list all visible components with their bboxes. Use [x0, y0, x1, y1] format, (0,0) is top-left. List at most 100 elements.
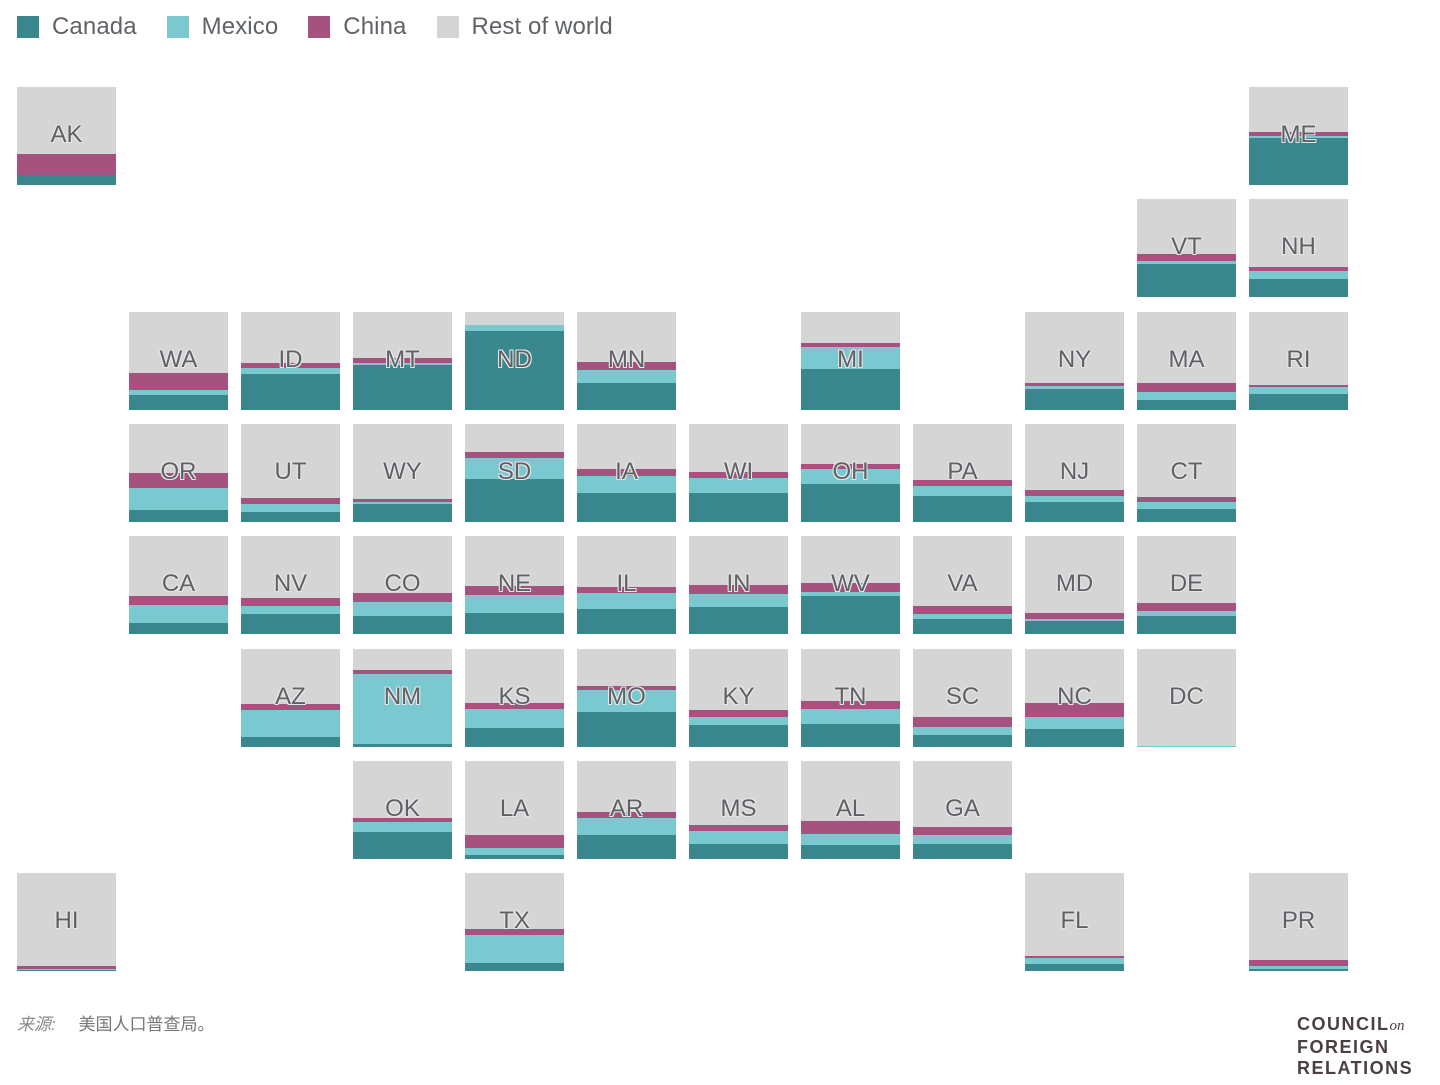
segment-canada [801, 368, 900, 410]
state-tile-fl: FL [1025, 873, 1124, 971]
segment-mexico [353, 674, 452, 745]
state-tile-nm: NM [353, 649, 452, 747]
state-tile-oh: OH [801, 424, 900, 522]
state-label: ID [278, 346, 303, 373]
segment-mexico [1137, 260, 1236, 264]
segment-china [689, 709, 788, 717]
segment-china [465, 928, 564, 935]
legend-label-mexico: Mexico [201, 13, 279, 40]
state-tile-il: IL [577, 536, 676, 634]
segment-mexico [353, 502, 452, 505]
logo-word-on: on [1389, 1018, 1405, 1034]
state-label: AR [609, 795, 644, 822]
segment-canada [689, 606, 788, 634]
legend-swatch-mexico [166, 16, 189, 38]
segment-china [689, 585, 788, 594]
logo-word-council: COUNCIL [1297, 1014, 1390, 1034]
segment-china [801, 820, 900, 834]
state-tile-nc: NC [1025, 649, 1124, 747]
segment-canada [241, 737, 340, 747]
state-label: FL [1060, 907, 1089, 934]
segment-mexico [241, 605, 340, 615]
segment-mexico [801, 347, 900, 369]
segment-canada [353, 744, 452, 747]
segment-china [1137, 253, 1236, 261]
state-label: DC [1169, 683, 1204, 710]
state-label: VT [1171, 233, 1202, 260]
state-tile-wv: WV [801, 536, 900, 634]
segment-canada [1137, 263, 1236, 297]
state-label: NV [273, 570, 308, 597]
segment-china [465, 452, 564, 459]
segment-mexico [577, 690, 676, 712]
segment-canada [353, 831, 452, 859]
segment-mexico [241, 709, 340, 738]
state-tile-mi: MI [801, 312, 900, 410]
segment-mexico [577, 475, 676, 493]
state-tile-nv: NV [241, 536, 340, 634]
cfr-logo: COUNCILon FOREIGN RELATIONS [1297, 1014, 1413, 1079]
segment-canada [17, 970, 116, 971]
segment-canada [913, 735, 1012, 747]
segment-canada [577, 492, 676, 522]
state-label: NH [1281, 233, 1316, 260]
segment-canada [689, 844, 788, 859]
state-label: NJ [1059, 458, 1090, 485]
segment-china [129, 595, 228, 605]
segment-china [913, 479, 1012, 486]
state-label: WI [723, 458, 754, 485]
state-tile-ct: CT [1137, 424, 1236, 522]
segment-mexico [689, 830, 788, 845]
segment-canada [577, 834, 676, 859]
segment-canada [801, 724, 900, 747]
segment-canada [1249, 969, 1348, 971]
segment-china [353, 358, 452, 363]
segment-china [1025, 613, 1124, 620]
segment-canada [465, 613, 564, 634]
source-text: 美国人口普查局。 [78, 1015, 215, 1034]
state-label: SC [945, 683, 980, 710]
state-label: VA [947, 570, 978, 597]
segment-china [241, 703, 340, 710]
state-tile-id: ID [241, 312, 340, 410]
state-label: OK [385, 795, 420, 822]
segment-china [353, 817, 452, 822]
segment-mexico [801, 833, 900, 846]
segment-china [689, 824, 788, 831]
state-tile-in: IN [689, 536, 788, 634]
state-label: AZ [275, 683, 306, 710]
legend-swatch-rest-of-world [436, 16, 459, 38]
state-label: MD [1055, 570, 1094, 597]
segment-canada [241, 614, 340, 634]
logo-line-2: FOREIGN [1297, 1037, 1390, 1057]
segment-mexico [465, 848, 564, 856]
state-tile-ia: IA [577, 424, 676, 522]
segment-china [577, 686, 676, 691]
state-label: HI [54, 907, 79, 934]
state-label: GA [945, 795, 980, 822]
state-tile-ma: MA [1137, 312, 1236, 410]
segment-china [241, 362, 340, 368]
state-tile-or: OR [129, 424, 228, 522]
segment-china [241, 597, 340, 606]
segment-china [1025, 382, 1124, 387]
segment-china [801, 464, 900, 470]
segment-canada [1249, 394, 1348, 410]
segment-mexico [465, 324, 564, 331]
segment-mexico [465, 594, 564, 614]
segment-canada [913, 619, 1012, 634]
logo-line-3: RELATIONS [1297, 1058, 1414, 1078]
segment-mexico [1137, 611, 1236, 617]
state-label: PA [947, 458, 978, 485]
segment-mexico [689, 716, 788, 726]
segment-china [1249, 384, 1348, 388]
segment-mexico [577, 369, 676, 383]
state-tile-ky: KY [689, 649, 788, 747]
legend-item-rest-of-world: Rest of world [436, 13, 613, 41]
segment-canada [1137, 509, 1236, 522]
segment-mexico [689, 593, 788, 607]
state-label: NC [1057, 683, 1092, 710]
legend-swatch-china [308, 16, 331, 38]
state-tile-ny: NY [1025, 312, 1124, 410]
state-tile-co: CO [353, 536, 452, 634]
